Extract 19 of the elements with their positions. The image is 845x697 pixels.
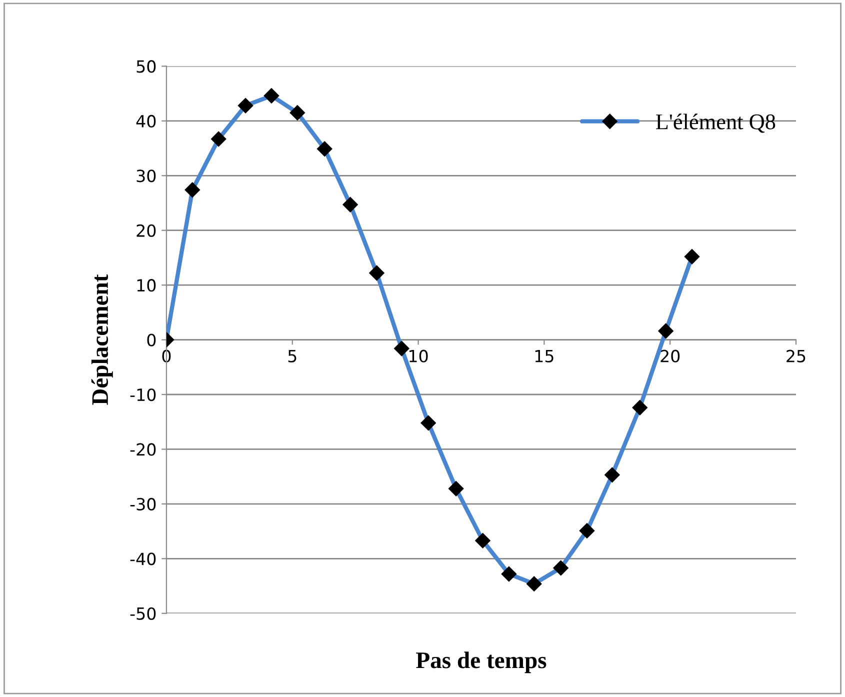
y-tick-label: 50: [136, 60, 156, 73]
y-tick-label: 40: [136, 114, 156, 128]
x-tick-label: 20: [660, 350, 680, 362]
y-tick-label: 20: [136, 224, 156, 237]
y-tick-label: -40: [130, 552, 156, 566]
y-tick-label: -50: [130, 607, 156, 620]
y-axis-title: Déplacement: [91, 274, 113, 405]
y-tick-label: -20: [130, 443, 156, 456]
y-tick-label: 10: [137, 279, 156, 292]
x-tick-label: 5: [288, 350, 296, 362]
y-tick-label: -10: [130, 388, 156, 402]
legend-label: L'élément Q8: [656, 114, 776, 133]
x-tick-label: 10: [410, 350, 428, 362]
x-tick-label: 25: [786, 350, 806, 362]
y-tick-label: 0: [147, 334, 156, 346]
x-axis-title: Pas de temps: [416, 652, 546, 674]
y-tick-label: -30: [130, 498, 156, 510]
y-tick-label: 30: [136, 170, 156, 182]
x-tick-label: 15: [535, 350, 554, 362]
